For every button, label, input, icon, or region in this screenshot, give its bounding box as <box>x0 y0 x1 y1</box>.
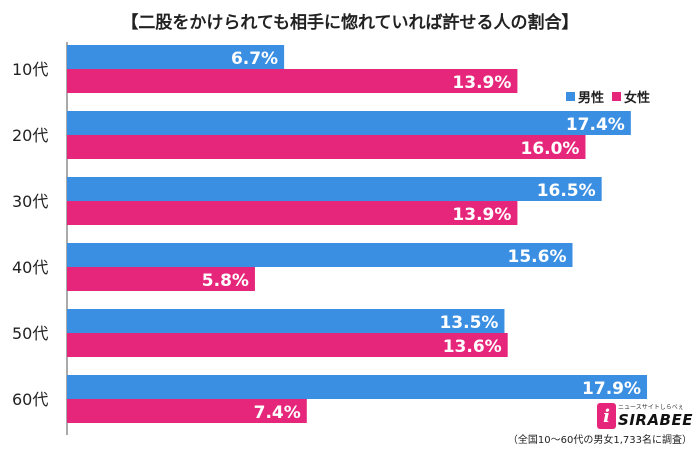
data-label-female: 13.9% <box>452 205 511 225</box>
data-label-female: 13.9% <box>452 73 511 93</box>
category-label: 50代 <box>12 324 48 343</box>
data-label-male: 13.5% <box>439 313 498 333</box>
data-label-male: 17.9% <box>582 379 641 399</box>
legend-label-male: 男性 <box>578 90 605 106</box>
category-label: 40代 <box>12 258 48 277</box>
bar-male <box>67 375 648 399</box>
legend: 男性 女性 <box>566 84 690 108</box>
legend-item-male: 男性 <box>566 87 604 106</box>
legend-swatch-male <box>566 91 575 101</box>
bar-female <box>67 69 518 93</box>
category-label: 30代 <box>12 192 48 211</box>
survey-note: （全国10〜60代の男女1,733名に調査） <box>507 435 692 446</box>
sirabee-logo: i ニュースサイトしらべぇ SIRABEE <box>597 403 693 429</box>
bar-male <box>67 309 505 333</box>
legend-label-female: 女性 <box>624 90 651 106</box>
category-label: 60代 <box>12 390 48 409</box>
bar-male <box>67 45 285 69</box>
data-label-female: 16.0% <box>520 139 579 159</box>
data-label-female: 13.6% <box>443 337 502 357</box>
chart-title: 【二股をかけられても相手に惚れていれば許せる人の割合】 <box>121 13 579 33</box>
bar-male <box>67 243 573 267</box>
bar-female <box>67 135 586 159</box>
data-label-male: 15.6% <box>508 247 567 267</box>
logo-tagline: ニュースサイトしらべぇ <box>618 404 684 411</box>
data-label-male: 17.4% <box>566 115 625 135</box>
bar-male <box>67 177 602 201</box>
data-label-male: 6.7% <box>231 49 278 69</box>
data-label-female: 5.8% <box>202 271 249 291</box>
data-label-female: 7.4% <box>254 403 301 423</box>
logo-wordmark: SIRABEE <box>618 411 693 429</box>
bar-female <box>67 267 255 291</box>
bar-female <box>67 399 307 423</box>
data-label-male: 16.5% <box>537 181 596 201</box>
bar-male <box>67 111 631 135</box>
bar-female <box>67 333 508 357</box>
category-label: 20代 <box>12 126 48 145</box>
bar-female <box>67 201 518 225</box>
legend-swatch-female <box>612 91 622 101</box>
category-label: 10代 <box>12 60 48 79</box>
logo-mark: i <box>597 403 617 429</box>
legend-item-female: 女性 <box>612 87 650 106</box>
